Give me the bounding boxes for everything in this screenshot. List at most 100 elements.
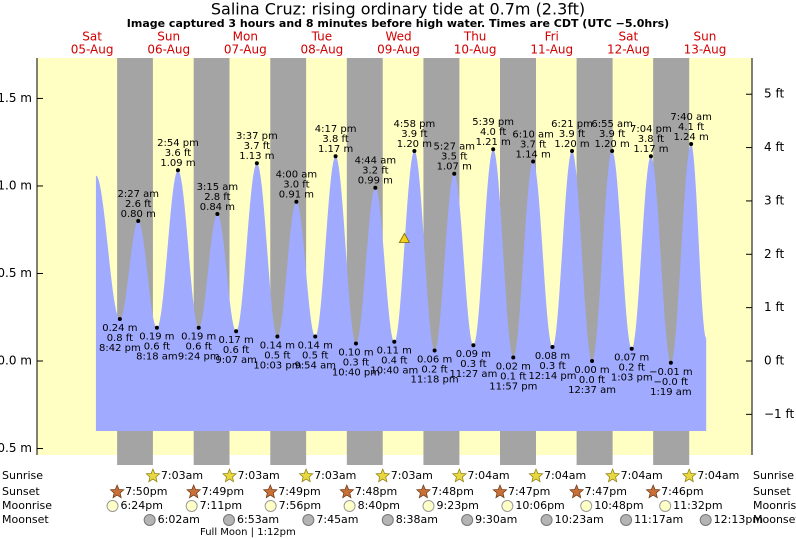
- event-time: 7:56pm: [279, 499, 321, 512]
- tide-height-ft: 0.6 ft: [144, 342, 170, 353]
- weekday-label: Thu: [463, 30, 487, 44]
- tide-point: [175, 168, 180, 173]
- tide-point: [196, 325, 201, 330]
- date-label: 09-Aug: [377, 43, 420, 57]
- tide-height-ft: 0.6 ft: [223, 345, 249, 356]
- tide-point: [610, 148, 615, 153]
- row-label: Moonrise: [753, 499, 796, 512]
- tide-height-ft: 3.6 ft: [165, 148, 191, 159]
- tide-time: 2:54 pm: [157, 138, 199, 149]
- tide-point: [373, 185, 378, 190]
- y2-tick-label: 3 ft: [764, 193, 784, 207]
- event-time: 10:23am: [555, 513, 604, 526]
- date-label: 11-Aug: [530, 43, 573, 57]
- chart-subtitle: Image captured 3 hours and 8 minutes bef…: [127, 17, 669, 30]
- event-time: 6:53am: [237, 513, 279, 526]
- tide-time: 6:10 am: [512, 129, 554, 140]
- y-tick-label: −0.5 m: [0, 441, 32, 455]
- row-label: Sunrise: [753, 469, 794, 482]
- event-time: 7:04am: [467, 469, 509, 482]
- tide-point: [333, 154, 338, 159]
- tide-height-ft: 4.1 ft: [678, 122, 704, 133]
- weekday-label: Sat: [82, 30, 102, 44]
- sunrise-icon: [145, 468, 161, 483]
- tide-height-m: 0.17 m: [219, 335, 254, 346]
- tide-point: [136, 218, 141, 223]
- date-label: 13-Aug: [684, 43, 727, 57]
- y2-tick-label: 1 ft: [764, 300, 784, 314]
- moonrise-icon: [580, 500, 593, 512]
- tide-time: 8:42 pm: [99, 343, 141, 354]
- tide-point: [294, 199, 299, 204]
- tide-height-m: 0.84 m: [200, 202, 235, 213]
- date-label: 10-Aug: [454, 43, 497, 57]
- y-tick-label: 0.5 m: [0, 266, 32, 280]
- tide-height-m: 0.07 m: [614, 353, 649, 364]
- tide-area: [95, 143, 707, 431]
- tide-time: 7:04 pm: [630, 124, 672, 135]
- tide-height-m: 0.14 m: [298, 340, 333, 351]
- tide-point: [471, 343, 476, 348]
- weekday-label: Fri: [545, 30, 559, 44]
- date-label: 12-Aug: [607, 43, 650, 57]
- event-time: 6:24pm: [121, 499, 163, 512]
- tide-time: 10:40 am: [370, 366, 418, 377]
- event-time: 9:30am: [475, 513, 517, 526]
- tide-height-m: 1.07 m: [437, 162, 472, 173]
- event-time: 9:23pm: [436, 499, 478, 512]
- event-time: 7:48pm: [355, 485, 397, 498]
- tide-height-ft: 0.5 ft: [264, 350, 290, 361]
- tide-point: [590, 359, 595, 364]
- sunset-icon: [415, 484, 431, 499]
- row-label: Moonset: [2, 513, 49, 526]
- row-label: Moonset: [753, 513, 796, 526]
- tide-height-m: 0.14 m: [260, 340, 295, 351]
- tide-point: [275, 334, 280, 339]
- tide-point: [154, 325, 159, 330]
- weekday-label: Sun: [694, 30, 717, 44]
- tide-height-m: 1.17 m: [633, 144, 668, 155]
- tide-time: 4:58 pm: [394, 119, 436, 130]
- tide-time: 5:27 am: [433, 142, 475, 153]
- tide-time: 4:17 pm: [315, 124, 357, 135]
- event-time: 7:04am: [544, 469, 586, 482]
- moonset-icon: [143, 514, 156, 526]
- tide-time: 10:40 pm: [332, 367, 380, 378]
- tide-time: 7:40 am: [670, 112, 712, 123]
- event-time: 7:49pm: [278, 485, 320, 498]
- weekday-label: Sat: [619, 30, 639, 44]
- date-label: 06-Aug: [147, 43, 190, 57]
- sunrise-icon: [451, 468, 467, 483]
- chart-title: Salina Cruz: rising ordinary tide at 0.7…: [211, 0, 585, 19]
- tide-height-m: −0.01 m: [649, 367, 693, 378]
- tide-point: [353, 341, 358, 346]
- tide-height-ft: 4.0 ft: [480, 127, 506, 138]
- tide-point: [491, 147, 496, 152]
- tide-height-m: 1.13 m: [239, 151, 274, 162]
- tide-height-m: 1.17 m: [318, 144, 353, 155]
- tide-point: [313, 334, 318, 339]
- tide-time: 8:18 am: [136, 352, 178, 363]
- tide-point: [531, 159, 536, 164]
- tide-time: 1:19 am: [650, 387, 692, 398]
- event-time: 7:50pm: [125, 485, 167, 498]
- sunset-icon: [492, 484, 508, 499]
- event-time: 10:06pm: [515, 499, 564, 512]
- tide-height-ft: 0.5 ft: [302, 350, 328, 361]
- sunset-icon: [109, 484, 125, 499]
- tide-time: 9:07 am: [215, 355, 257, 366]
- tide-height-ft: 3.9 ft: [559, 129, 585, 140]
- event-time: 7:03am: [161, 469, 203, 482]
- tide-time: 9:24 pm: [178, 352, 220, 363]
- y-tick-label: 1.0 m: [0, 178, 32, 192]
- tide-point: [550, 344, 555, 349]
- tide-time: 11:27 am: [449, 369, 497, 380]
- current-level-marker: [398, 232, 411, 243]
- sunset-icon: [262, 484, 278, 499]
- moonrise-icon: [659, 500, 672, 512]
- tide-height-ft: 0.6 ft: [186, 342, 212, 353]
- tide-point: [689, 141, 694, 146]
- full-moon-note: Full Moon | 1:12pm: [200, 527, 296, 538]
- y2-tick-label: 2 ft: [764, 247, 784, 261]
- sunset-icon: [339, 484, 355, 499]
